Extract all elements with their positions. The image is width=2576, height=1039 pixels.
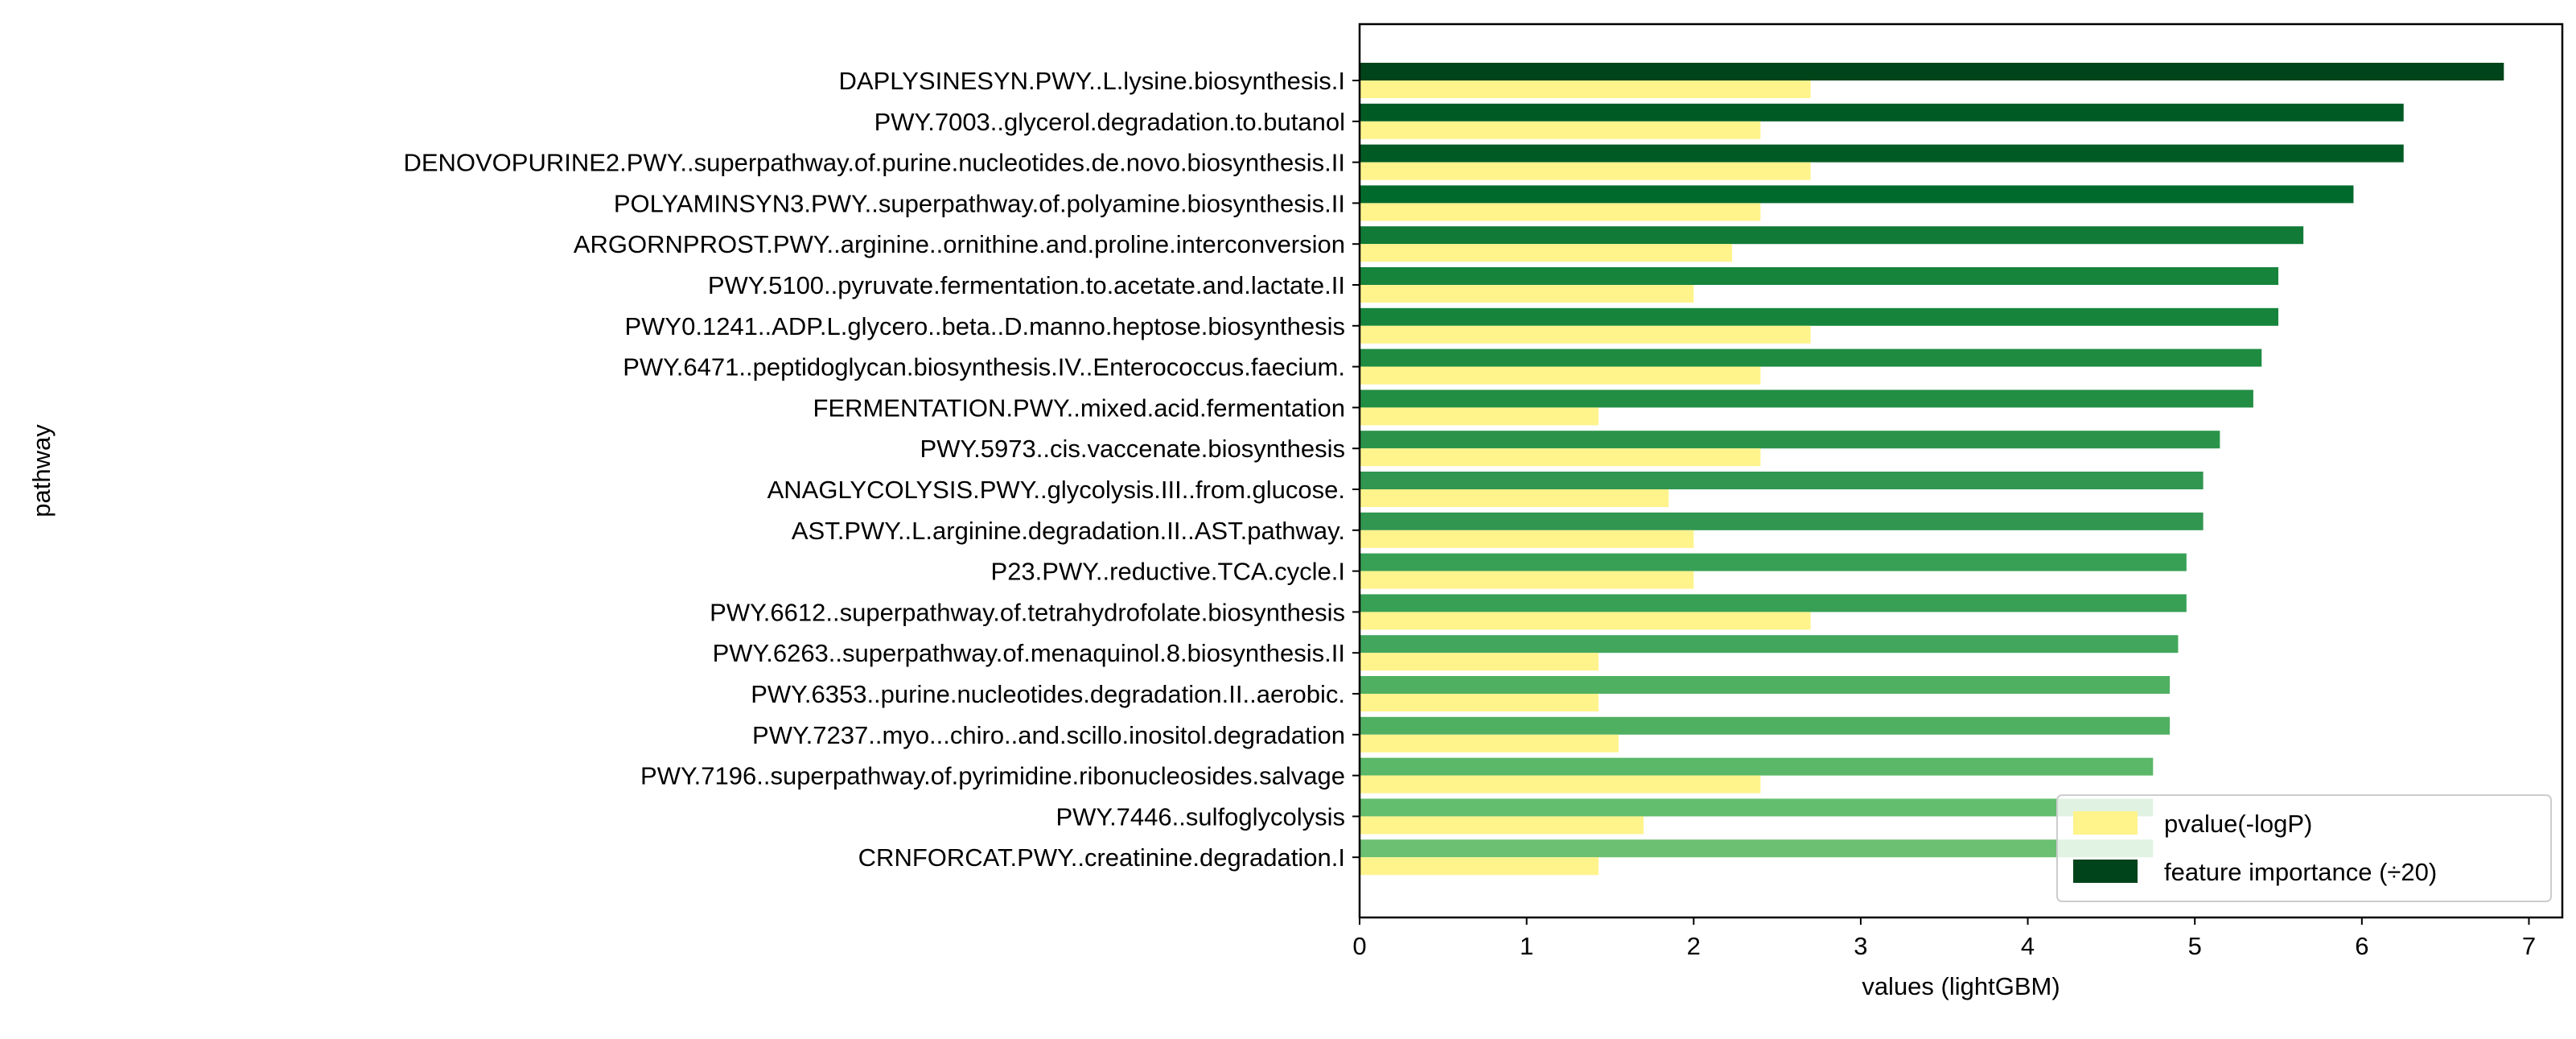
category-label: CRNFORCAT.PWY..creatinine.degradation.I <box>858 843 1345 872</box>
legend-box <box>2056 794 2552 902</box>
category-label: PWY.7003..glycerol.degradation.to.butano… <box>874 108 1345 136</box>
bar-feature-importance <box>1360 307 2279 326</box>
category-labels: DAPLYSINESYN.PWY..L.lysine.biosynthesis.… <box>403 67 1360 872</box>
plot-frame <box>1358 23 2564 919</box>
bar-pvalue <box>1360 448 1761 467</box>
category-label: PWY.7196..superpathway.of.pyrimidine.rib… <box>640 762 1345 790</box>
bar-feature-importance <box>1360 144 2404 163</box>
legend-swatch-pvalue <box>2073 811 2138 835</box>
category-label: P23.PWY..reductive.TCA.cycle.I <box>991 558 1345 586</box>
y-axis-title: pathway <box>27 424 56 517</box>
x-axis: 0 1 2 3 4 5 6 7 <box>1352 917 2536 960</box>
bar-pvalue <box>1360 775 1761 794</box>
x-tick-label: 0 <box>1352 932 1366 960</box>
category-label: PWY.5100..pyruvate.fermentation.to.aceta… <box>708 271 1345 299</box>
bar-feature-importance <box>1360 512 2204 530</box>
category-label: FERMENTATION.PWY..mixed.acid.fermentatio… <box>813 394 1345 422</box>
bar-feature-importance <box>1360 226 2304 245</box>
bar-pvalue <box>1360 571 1694 589</box>
bars-group <box>1360 63 2504 876</box>
category-label: DAPLYSINESYN.PWY..L.lysine.biosynthesis.… <box>839 67 1345 95</box>
bar-pvalue <box>1360 653 1599 671</box>
category-label: PWY.6353..purine.nucleotides.degradation… <box>751 680 1345 708</box>
bar-pvalue <box>1360 162 1811 180</box>
bar-feature-importance <box>1360 716 2171 735</box>
x-tick-label: 1 <box>1520 932 1533 960</box>
legend: pvalue(-logP) feature importance (÷20) <box>2056 794 2552 902</box>
bar-feature-importance <box>1360 472 2204 489</box>
bar-feature-importance <box>1360 798 2154 817</box>
bar-feature-importance <box>1360 635 2179 653</box>
category-label: PWY.6471..peptidoglycan.biosynthesis.IV.… <box>623 353 1345 381</box>
category-label: DENOVOPURINE2.PWY..superpathway.of.purin… <box>403 149 1345 177</box>
bar-pvalue <box>1360 325 1811 344</box>
category-label: PWY.6263..superpathway.of.menaquinol.8.b… <box>713 639 1345 667</box>
legend-label-pvalue: pvalue(-logP) <box>2164 810 2312 838</box>
legend-label-feature-importance: feature importance (÷20) <box>2164 858 2437 886</box>
bar-feature-importance <box>1360 348 2262 367</box>
bar-feature-importance <box>1360 63 2504 80</box>
bar-pvalue <box>1360 857 1599 876</box>
category-label: PWY.5973..cis.vaccenate.biosynthesis <box>920 435 1345 463</box>
bar-pvalue <box>1360 489 1669 507</box>
x-tick-label: 7 <box>2522 932 2536 960</box>
x-tick-label: 3 <box>1854 932 1867 960</box>
category-label: PWY.6612..superpathway.of.tetrahydrofola… <box>710 598 1345 626</box>
bar-pvalue <box>1360 407 1599 426</box>
bar-pvalue <box>1360 816 1644 835</box>
bar-pvalue <box>1360 121 1761 139</box>
bar-feature-importance <box>1360 103 2404 122</box>
bar-pvalue <box>1360 694 1599 711</box>
x-tick-label: 2 <box>1687 932 1701 960</box>
bar-feature-importance <box>1360 757 2154 776</box>
bar-feature-importance <box>1360 431 2220 449</box>
bar-feature-importance <box>1360 676 2171 694</box>
x-tick-label: 4 <box>2021 932 2035 960</box>
bar-pvalue <box>1360 244 1733 262</box>
bar-pvalue <box>1360 612 1811 630</box>
bar-feature-importance <box>1360 553 2187 571</box>
category-label: PWY.7237..myo...chiro..and.scillo.inosit… <box>752 721 1345 749</box>
bar-pvalue <box>1360 734 1619 752</box>
category-label: PWY.7446..sulfoglycolysis <box>1056 802 1345 831</box>
category-label: ARGORNPROST.PWY..arginine..ornithine.and… <box>574 230 1345 258</box>
x-tick-label: 5 <box>2188 932 2202 960</box>
bar-feature-importance <box>1360 267 2279 285</box>
bar-pvalue <box>1360 203 1761 221</box>
bar-feature-importance <box>1360 390 2253 408</box>
category-label: POLYAMINSYN3.PWY..superpathway.of.polyam… <box>614 189 1345 217</box>
category-label: ANAGLYCOLYSIS.PWY..glycolysis.III..from.… <box>767 476 1345 504</box>
category-label: AST.PWY..L.arginine.degradation.II..AST.… <box>792 517 1345 545</box>
x-tick-label: 6 <box>2355 932 2368 960</box>
bar-feature-importance <box>1360 839 2154 858</box>
bar-feature-importance <box>1360 594 2187 612</box>
bar-pvalue <box>1360 530 1694 548</box>
legend-swatch-feature-importance <box>2073 860 2138 883</box>
bar-pvalue <box>1360 285 1694 303</box>
category-label: PWY0.1241..ADP.L.glycero..beta..D.manno.… <box>624 312 1345 340</box>
x-axis-title: values (lightGBM) <box>1862 972 2060 1000</box>
bar-pvalue <box>1360 80 1811 98</box>
bar-feature-importance <box>1360 185 2354 204</box>
bar-pvalue <box>1360 366 1761 385</box>
